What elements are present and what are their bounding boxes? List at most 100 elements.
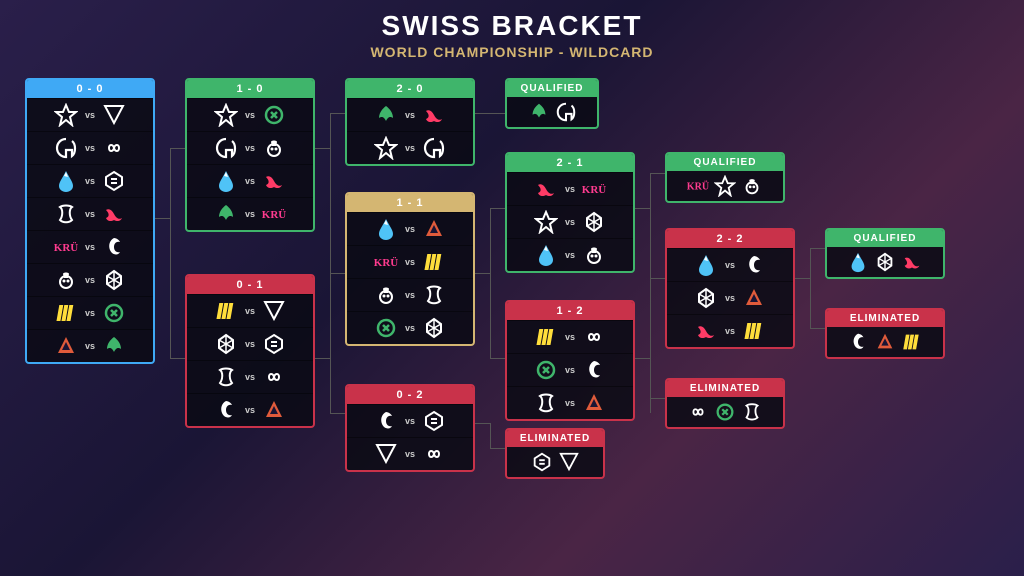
team-icon [213,201,239,227]
match-row: vs [347,404,473,437]
round-header: 1 - 1 [347,194,473,212]
result-header: ELIMINATED [667,380,783,397]
result-slots [827,327,943,357]
team-icon: KRÜ [261,201,287,227]
team-icon [261,298,287,324]
bracket-connector [490,448,505,449]
vs-label: vs [245,176,255,186]
round-group: 1 - 0vsvsvsvsKRÜ [185,78,315,232]
team-icon [373,216,399,242]
result-header: QUALIFIED [667,154,783,171]
result-slots [507,97,597,127]
result-header: QUALIFIED [827,230,943,247]
vs-label: vs [725,293,735,303]
team-icon: KRÜ [686,174,710,198]
team-icon [261,135,287,161]
eliminated-box: ELIMINATED [825,308,945,359]
vs-label: vs [565,398,575,408]
vs-label: vs [245,306,255,316]
bracket-connector [490,208,505,209]
match-row: vsKRÜ [507,172,633,205]
match-row: vs [187,393,313,426]
team-icon [373,102,399,128]
result-slots: KRÜ [667,171,783,201]
bracket-connector [650,173,665,174]
team-icon [421,282,447,308]
result-slots [827,247,943,277]
bracket-connector [795,278,810,279]
vs-label: vs [565,365,575,375]
bracket-connector [330,273,345,274]
qualified-box: QUALIFIED [825,228,945,279]
bracket-connector [810,328,825,329]
match-row: vs [27,296,153,329]
match-row: vs [507,353,633,386]
bracket-connector [330,413,345,414]
round-header: 0 - 0 [27,80,153,98]
result-header: ELIMINATED [507,430,603,447]
team-icon [581,242,607,268]
team-icon [373,408,399,434]
team-icon [101,300,127,326]
vs-label: vs [245,372,255,382]
match-row: vs [27,164,153,197]
bracket-connector [490,358,505,359]
team-icon [740,174,764,198]
bracket-connector [475,273,490,274]
team-icon [533,176,559,202]
team-icon [740,400,764,424]
round-header: 2 - 0 [347,80,473,98]
team-icon [101,267,127,293]
round-group: 1 - 1vsKRÜvsvsvs [345,192,475,346]
round-group: 1 - 2vsvsvs [505,300,635,421]
team-icon [421,216,447,242]
vs-label: vs [85,341,95,351]
bracket-connector [330,113,345,114]
team-icon [53,201,79,227]
vs-label: vs [85,110,95,120]
bracket-connector [650,398,665,399]
bracket-connector [155,218,170,219]
match-row: vs [187,294,313,327]
bracket-connector [475,113,505,114]
team-icon [213,364,239,390]
team-icon [846,330,870,354]
match-row: vs [27,263,153,296]
vs-label: vs [85,242,95,252]
bracket-connector [650,173,651,413]
vs-label: vs [405,416,415,426]
team-icon [261,168,287,194]
team-icon [53,267,79,293]
bracket-connector [490,423,491,448]
team-icon: KRÜ [53,234,79,260]
match-row: vs [507,320,633,353]
svg-text:KRÜ: KRÜ [374,256,398,269]
team-icon [373,315,399,341]
match-row: vs [667,248,793,281]
vs-label: vs [85,308,95,318]
team-icon [53,168,79,194]
vs-label: vs [565,250,575,260]
match-row: vs [27,329,153,362]
vs-label: vs [245,339,255,349]
team-icon [101,135,127,161]
bracket-connector [315,148,330,149]
team-icon [213,102,239,128]
team-icon [533,324,559,350]
vs-label: vs [405,257,415,267]
round-header: 1 - 0 [187,80,313,98]
team-icon [53,102,79,128]
match-row: vs [27,131,153,164]
match-row: vs [187,360,313,393]
match-row: vs [507,205,633,238]
match-row: vs [27,98,153,131]
team-icon [421,441,447,467]
bracket-connector [315,358,330,359]
team-icon [581,324,607,350]
vs-label: vs [565,184,575,194]
round-group: 0 - 0vsvsvsvsKRÜvsvsvsvs [25,78,155,364]
team-icon [261,331,287,357]
vs-label: vs [725,260,735,270]
team-icon [213,331,239,357]
round-group: 2 - 0vsvs [345,78,475,166]
